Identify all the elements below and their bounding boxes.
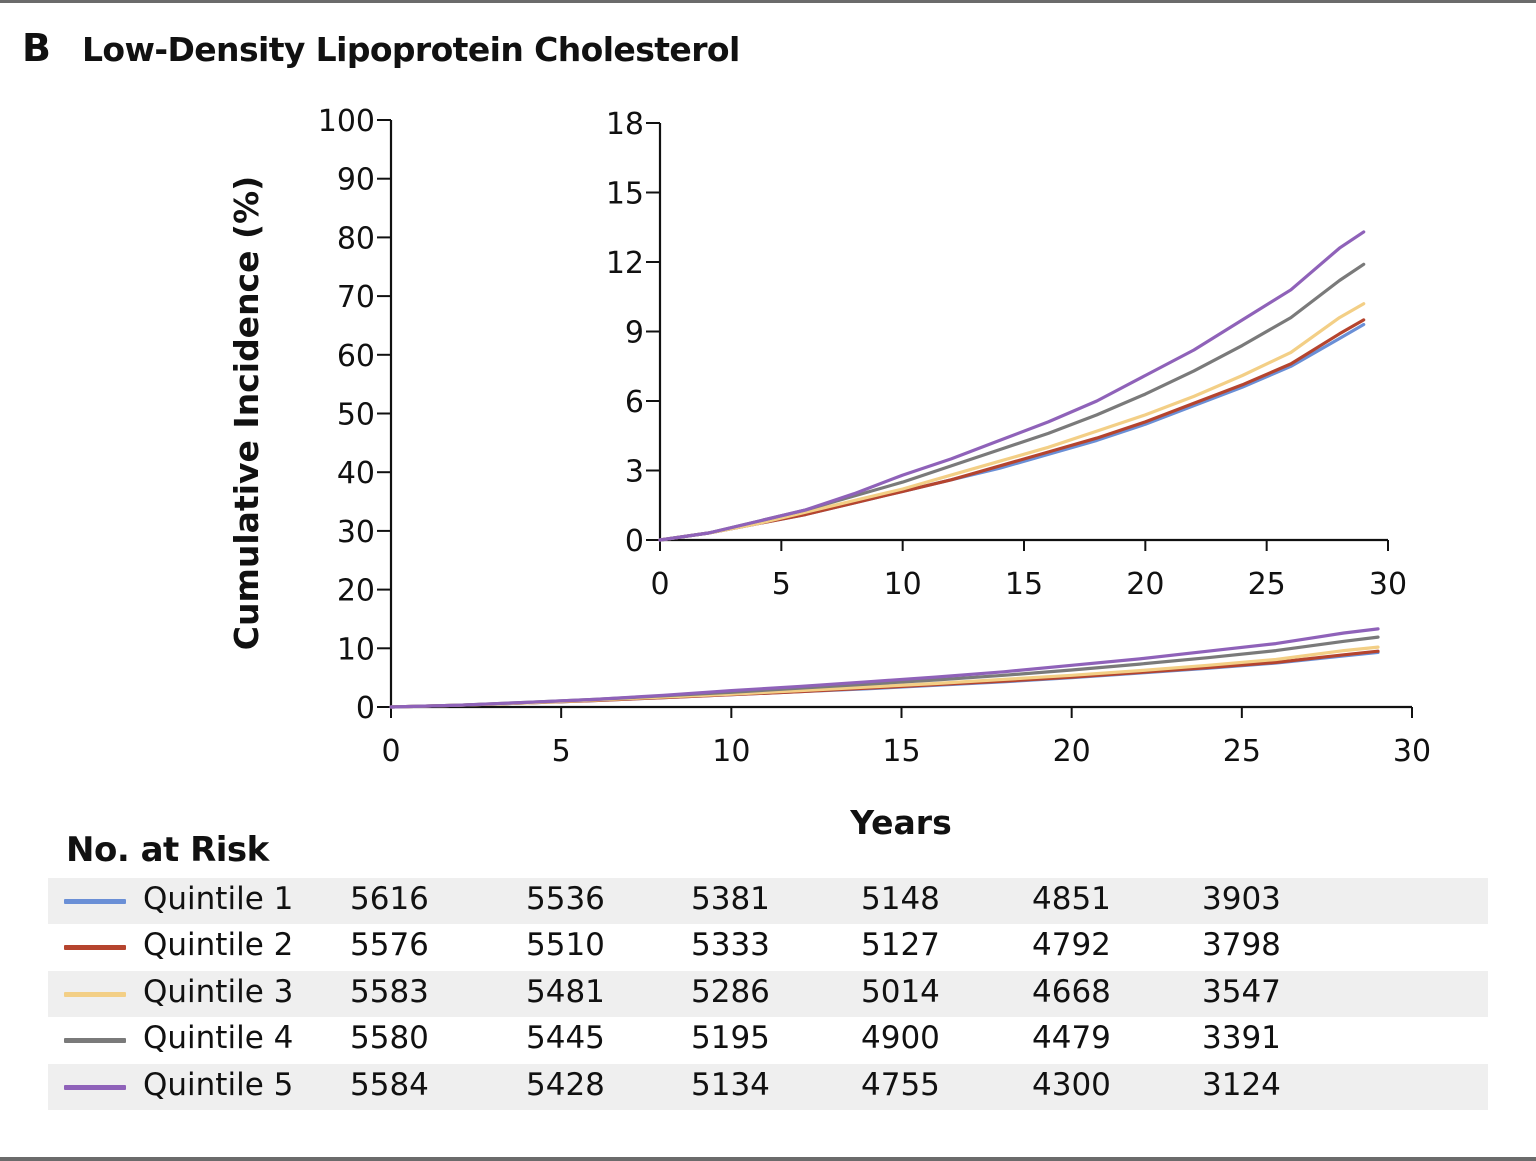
risk-cell: 3547 [1202,973,1281,1010]
inset-series-line-quintile-4 [658,262,1366,542]
inset-x-tick-label: 20 [1126,567,1164,602]
inset-x-tick-label: 25 [1248,567,1286,602]
legend-line-quintile-1 [64,899,126,904]
inset-series-line-quintile-2 [658,318,1366,542]
main-x-tick-label: 15 [882,734,920,769]
main-y-tick-label: 60 [337,339,375,374]
main-x-tick-label: 5 [552,734,571,769]
risk-row-quintile-4: Quintile 4 5580 5445 5195 4900 4479 3391 [48,1017,1488,1063]
risk-cell: 5134 [691,1066,770,1103]
main-y-tick-label: 40 [337,456,375,491]
risk-table-title: No. at Risk [66,830,269,870]
risk-row-label: Quintile 5 [143,1066,294,1103]
risk-cell: 5286 [691,973,770,1010]
risk-row-label: Quintile 2 [143,927,294,964]
risk-cell: 5333 [691,927,770,964]
inset-y-tick-label: 12 [606,246,644,281]
inset-x-tick-label: 0 [650,567,669,602]
risk-cell: 5510 [526,927,605,964]
risk-cell: 5014 [861,973,940,1010]
risk-row-label: Quintile 3 [143,973,294,1010]
inset-y-tick-label: 18 [606,107,644,142]
main-y-tick-label: 30 [337,515,375,550]
risk-cell: 4668 [1032,973,1111,1010]
inset-plot-axes: 0 5 10 15 20 25 30 0 3 6 9 12 15 18 [606,107,1407,602]
figure-bottom-border [0,1157,1536,1161]
main-y-tick-label: 20 [337,574,375,609]
main-y-tick-label: 0 [356,691,375,726]
inset-series-line-quintile-5 [658,230,1366,542]
risk-cell: 5616 [350,881,429,917]
inset-x-tick-label: 10 [884,567,922,602]
risk-cell: 5576 [350,927,429,964]
inset-y-tick-label: 6 [625,385,644,420]
main-y-tick-label: 50 [337,398,375,433]
risk-cell: 5583 [350,973,429,1010]
x-axis-title: Years [849,803,951,842]
risk-cell: 3391 [1202,1020,1281,1057]
inset-series-line-quintile-1 [658,322,1366,542]
figure-top-border [0,0,1536,3]
y-axis-title: Cumulative Incidence (%) [227,176,266,650]
main-y-tick-label: 80 [337,221,375,256]
main-x-tick-label: 0 [381,734,400,769]
main-y-tick-label: 100 [318,104,375,139]
main-x-tick-label: 20 [1053,734,1091,769]
risk-table: Quintile 1 5616 5536 5381 5148 4851 3903… [48,878,1488,1110]
inset-x-tick-label: 30 [1369,567,1407,602]
risk-row-quintile-1: Quintile 1 5616 5536 5381 5148 4851 3903 [48,878,1488,925]
risk-cell: 4479 [1032,1020,1111,1057]
risk-cell: 4792 [1032,927,1111,964]
main-x-tick-label: 25 [1223,734,1261,769]
risk-cell: 4900 [861,1020,940,1057]
inset-y-tick-label: 9 [625,316,644,351]
inset-y-tick-label: 3 [625,455,644,490]
inset-y-tick-label: 15 [606,177,644,212]
main-y-tick-label: 10 [337,632,375,667]
risk-cell: 3124 [1202,1066,1281,1103]
risk-cell: 5584 [350,1066,429,1103]
inset-y-tick-label: 0 [625,524,644,559]
risk-cell: 5195 [691,1020,770,1057]
legend-line-quintile-2 [64,945,126,951]
risk-cell: 4755 [861,1066,940,1103]
main-series-line-quintile-5 [389,627,1380,709]
main-plot-series [389,627,1380,709]
legend-line-quintile-5 [64,1084,126,1090]
panel-title: Low-Density Lipoprotein Cholesterol [82,30,740,69]
risk-cell: 5445 [526,1020,605,1057]
risk-cell: 5536 [526,881,605,917]
risk-row-quintile-5: Quintile 5 5584 5428 5134 4755 4300 3124 [48,1063,1488,1110]
risk-cell: 5481 [526,973,605,1010]
risk-cell: 4300 [1032,1066,1111,1103]
risk-cell: 5580 [350,1020,429,1057]
main-x-tick-label: 10 [712,734,750,769]
risk-cell: 5381 [691,881,770,917]
risk-cell: 5428 [526,1066,605,1103]
risk-cell: 4851 [1032,881,1111,917]
inset-x-tick-label: 15 [1005,567,1043,602]
inset-x-tick-label: 5 [772,567,791,602]
legend-line-quintile-3 [64,991,126,997]
risk-cell: 3903 [1202,881,1281,917]
main-x-tick-label: 30 [1393,734,1431,769]
inset-series-line-quintile-3 [658,302,1366,542]
legend-line-quintile-4 [64,1038,126,1044]
risk-cell: 5127 [861,927,940,964]
panel-letter: B [22,26,51,70]
main-y-tick-label: 90 [337,163,375,198]
risk-row-quintile-2: Quintile 2 5576 5510 5333 5127 4792 3798 [48,924,1488,970]
risk-cell: 3798 [1202,927,1281,964]
risk-cell: 5148 [861,881,940,917]
risk-row-label: Quintile 4 [143,1020,294,1057]
main-y-tick-label: 70 [337,280,375,315]
inset-plot-series [658,230,1366,542]
risk-row-quintile-3: Quintile 3 5583 5481 5286 5014 4668 3547 [48,970,1488,1018]
risk-row-label: Quintile 1 [143,881,294,917]
